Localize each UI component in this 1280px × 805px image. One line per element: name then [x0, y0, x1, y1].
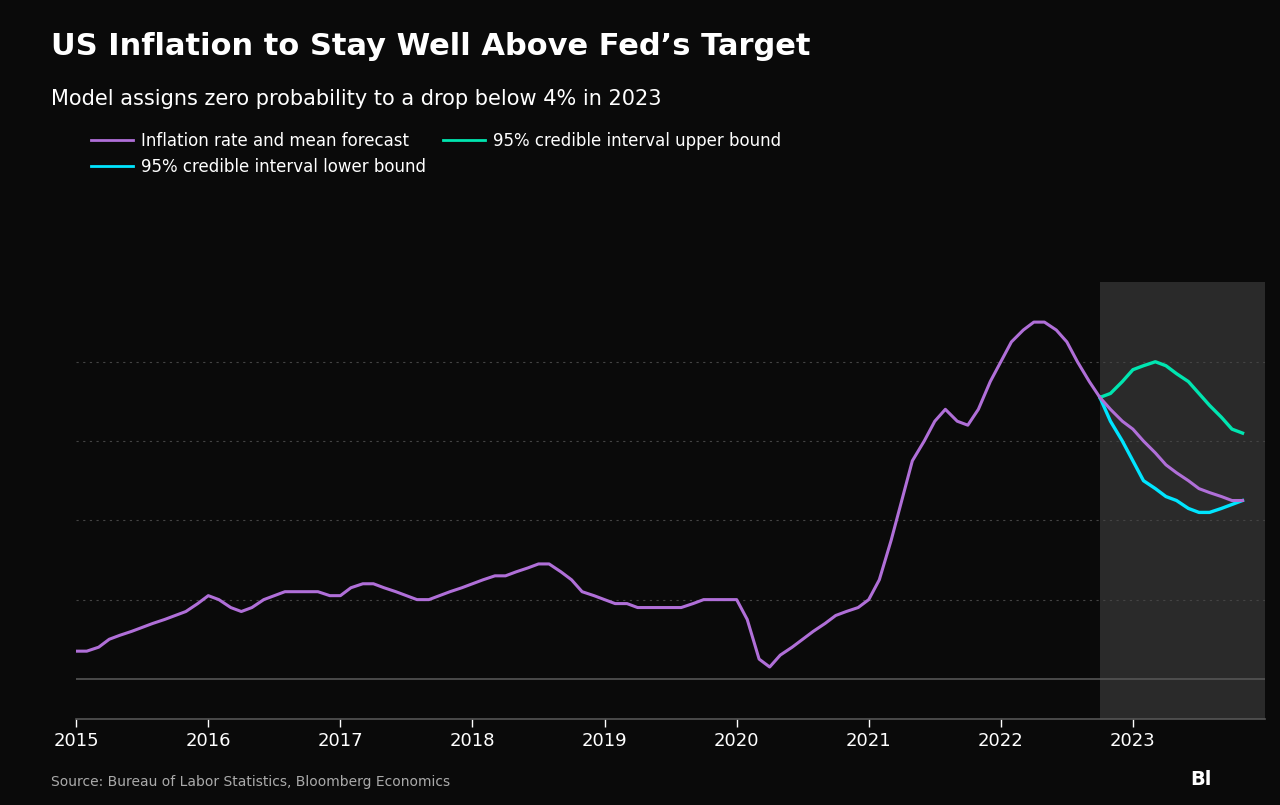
Text: Source: Bureau of Labor Statistics, Bloomberg Economics: Source: Bureau of Labor Statistics, Bloo…: [51, 775, 451, 789]
Bar: [1100, 283, 1265, 719]
Text: Bl: Bl: [1190, 770, 1212, 789]
Text: Model assigns zero probability to a drop below 4% in 2023: Model assigns zero probability to a drop…: [51, 89, 662, 109]
Text: US Inflation to Stay Well Above Fed’s Target: US Inflation to Stay Well Above Fed’s Ta…: [51, 32, 810, 61]
Legend: Inflation rate and mean forecast, 95% credible interval lower bound, 95% credibl: Inflation rate and mean forecast, 95% cr…: [84, 125, 787, 183]
